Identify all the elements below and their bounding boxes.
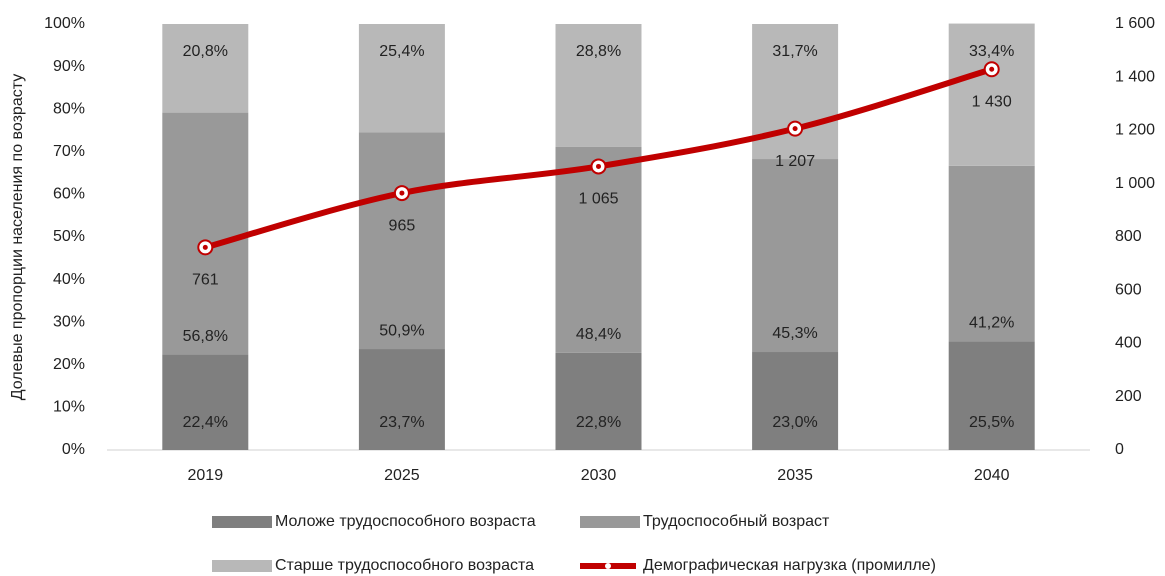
x-tick-label: 2030 [581,467,617,484]
y-tick-label: 20% [53,356,85,373]
y2-tick-label: 400 [1115,335,1142,352]
data-label: 761 [192,272,219,289]
y-tick-label: 10% [53,399,85,416]
legend-swatch [212,560,272,572]
bar-segment [162,112,249,355]
data-label: 45,3% [772,325,817,342]
legend-label: Старше трудоспособного возраста [275,557,534,574]
data-label: 1 430 [972,93,1012,110]
legend-label: Трудоспособный возраст [643,513,830,530]
x-tick-label: 2040 [974,467,1010,484]
bar-segment [162,354,249,450]
data-label: 33,4% [969,43,1014,60]
y-tick-label: 90% [53,58,85,75]
data-label: 23,7% [379,414,424,431]
legend-swatch [580,516,640,528]
y-tick-label: 100% [44,15,85,32]
y-tick-label: 0% [62,441,85,458]
bar-segment [948,23,1035,166]
data-label: 28,8% [576,43,621,60]
data-label: 1 207 [775,153,815,170]
data-label: 31,7% [772,43,817,60]
y-tick-label: 30% [53,313,85,330]
legend-marker [605,563,611,569]
y2-tick-label: 800 [1115,228,1142,245]
data-label: 25,4% [379,43,424,60]
bar-segment [358,132,445,350]
bar-segment [555,24,642,147]
bar-segment [752,159,839,353]
legend-label: Демографическая нагрузка (промилле) [643,557,936,574]
data-label: 56,8% [183,328,228,345]
x-tick-label: 2025 [384,467,420,484]
legend-swatch [212,516,272,528]
x-tick-label: 2019 [188,467,224,484]
bar-segment [948,165,1035,342]
x-tick-label: 2035 [777,467,813,484]
data-label: 50,9% [379,322,424,339]
y-axis-label: Долевые пропорции населения по возрасту [9,74,26,400]
bar-segment [555,146,642,353]
data-label: 965 [389,217,416,234]
data-label: 23,0% [772,414,817,431]
line-marker-dot [989,66,995,72]
data-label: 22,8% [576,414,621,431]
y-tick-label: 80% [53,100,85,117]
y2-tick-label: 1 400 [1115,68,1155,85]
bar-segment [358,349,445,450]
data-label: 20,8% [183,43,228,60]
bar-segment [752,352,839,450]
y-tick-label: 60% [53,186,85,203]
legend-label: Моложе трудоспособного возраста [275,513,536,530]
y2-tick-label: 1 000 [1115,175,1155,192]
data-label: 22,4% [183,414,228,431]
data-label: 1 065 [578,191,618,208]
data-label: 25,5% [969,414,1014,431]
y2-tick-label: 1 600 [1115,15,1155,32]
line-marker-dot [399,190,405,196]
data-label: 41,2% [969,315,1014,332]
y2-tick-label: 200 [1115,388,1142,405]
y-tick-label: 70% [53,143,85,160]
y2-tick-label: 1 200 [1115,122,1155,139]
bar-segment [555,352,642,450]
data-label: 48,4% [576,326,621,343]
y-tick-label: 40% [53,271,85,288]
y2-tick-label: 0 [1115,441,1124,458]
line-marker-dot [202,244,208,250]
line-marker-dot [596,163,601,169]
bar-segment [162,24,249,113]
y2-tick-label: 600 [1115,281,1142,298]
bar-segment [948,341,1035,450]
y-tick-label: 50% [53,228,85,245]
bar-segment [358,24,445,133]
line-marker-dot [792,126,798,132]
